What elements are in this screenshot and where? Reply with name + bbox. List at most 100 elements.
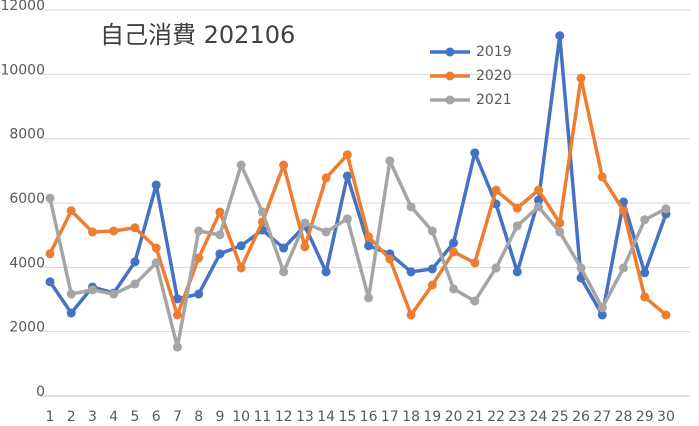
x-tick-label: 2	[67, 409, 76, 425]
series-line	[48, 76, 668, 317]
point	[321, 227, 331, 237]
point	[194, 226, 204, 236]
legend-marker	[445, 71, 455, 81]
point	[555, 227, 565, 237]
point	[640, 268, 650, 278]
point	[279, 267, 289, 277]
point	[215, 249, 225, 259]
point	[109, 289, 119, 299]
point	[427, 280, 437, 290]
point	[87, 285, 97, 295]
point	[491, 263, 501, 273]
legend-label: 2021	[476, 92, 512, 108]
y-tick-label: 6000	[9, 191, 45, 207]
point	[172, 342, 182, 352]
y-tick-label: 2000	[9, 320, 45, 336]
point	[555, 218, 565, 228]
legend-label: 2019	[476, 44, 512, 60]
x-tick-label: 12	[275, 409, 293, 425]
point	[512, 267, 522, 277]
point	[449, 284, 459, 294]
x-tick-label: 15	[338, 409, 356, 425]
point	[597, 310, 607, 320]
point	[236, 263, 246, 273]
series-line	[48, 33, 668, 317]
y-tick-label: 10000	[0, 62, 45, 78]
x-tick-label: 30	[657, 409, 675, 425]
point	[130, 223, 140, 233]
point	[236, 160, 246, 170]
point	[151, 258, 161, 268]
x-tick-label: 23	[508, 409, 526, 425]
x-tick-label: 5	[130, 409, 139, 425]
point	[640, 215, 650, 225]
point	[300, 218, 310, 228]
point	[534, 185, 544, 195]
x-tick-label: 9	[215, 409, 224, 425]
point	[449, 247, 459, 257]
point	[470, 296, 480, 306]
point	[172, 294, 182, 304]
point	[427, 226, 437, 236]
x-tick-label: 29	[636, 409, 654, 425]
point	[66, 289, 76, 299]
x-tick-label: 25	[551, 409, 569, 425]
point	[45, 277, 55, 287]
point	[364, 293, 374, 303]
x-tick-label: 8	[194, 409, 203, 425]
point	[321, 173, 331, 183]
point	[385, 156, 395, 166]
x-tick-label: 28	[615, 409, 633, 425]
point	[449, 238, 459, 248]
point	[130, 279, 140, 289]
x-tick-label: 14	[317, 409, 335, 425]
point	[172, 310, 182, 320]
y-tick-label: 0	[36, 384, 45, 400]
point	[512, 221, 522, 231]
point	[194, 253, 204, 263]
point	[45, 249, 55, 259]
x-tick-label: 4	[109, 409, 118, 425]
point	[364, 241, 374, 251]
x-tick-label: 10	[232, 409, 250, 425]
point	[512, 203, 522, 213]
point	[618, 206, 628, 216]
point	[45, 193, 55, 203]
x-tick-label: 22	[487, 409, 505, 425]
x-tick-label: 19	[423, 409, 441, 425]
x-tick-label: 6	[152, 409, 161, 425]
point	[364, 232, 374, 242]
point	[597, 172, 607, 182]
point	[427, 264, 437, 274]
x-tick-label: 3	[88, 409, 97, 425]
point	[257, 207, 267, 217]
x-tick-label: 24	[530, 409, 548, 425]
x-tick-label: 13	[296, 409, 314, 425]
point	[236, 241, 246, 251]
point	[385, 254, 395, 264]
point	[87, 227, 97, 237]
y-tick-label: 4000	[9, 255, 45, 271]
point	[534, 195, 544, 205]
point	[66, 206, 76, 216]
point	[342, 214, 352, 224]
point	[151, 243, 161, 253]
x-tick-label: 11	[253, 409, 271, 425]
x-tick-label: 17	[381, 409, 399, 425]
legend-marker	[445, 47, 455, 57]
point	[342, 150, 352, 160]
y-tick-label: 12000	[0, 0, 45, 14]
x-tick-label: 20	[445, 409, 463, 425]
point	[300, 242, 310, 252]
x-tick-label: 1	[46, 409, 55, 425]
point	[215, 230, 225, 240]
point	[618, 263, 628, 273]
point	[66, 308, 76, 318]
x-tick-label: 7	[173, 409, 182, 425]
legend-marker	[445, 95, 455, 105]
point	[279, 160, 289, 170]
point	[215, 207, 225, 217]
chart-title: 自己消費 202106	[100, 21, 295, 49]
point	[640, 292, 650, 302]
